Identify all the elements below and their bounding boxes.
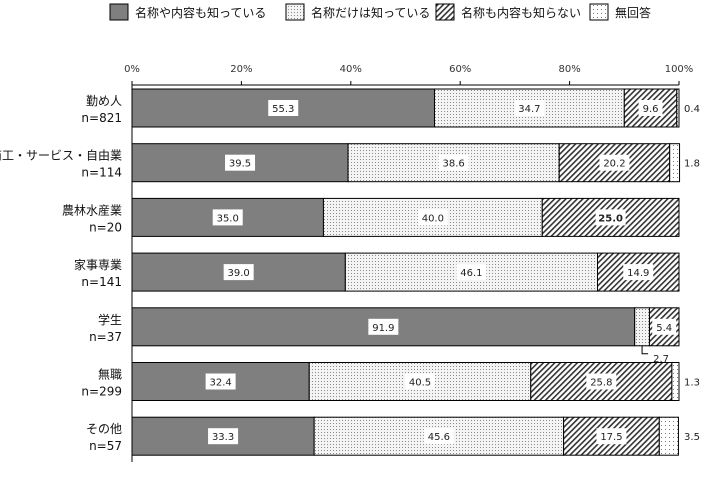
legend-swatch-1: [109, 3, 129, 21]
data-label-bg: [208, 428, 239, 445]
data-label: 40.0: [422, 213, 444, 224]
legend-label-4: 無回答: [615, 5, 651, 20]
data-label: 14.9: [627, 268, 649, 279]
data-label-bg: [438, 154, 469, 171]
category-label: 学生: [98, 312, 122, 327]
data-label-bg: [404, 373, 435, 390]
x-tick-label: 80%: [558, 64, 580, 75]
category-count: n=141: [81, 275, 122, 289]
data-label: 35.0: [217, 213, 239, 224]
category-count: n=20: [89, 220, 122, 234]
data-label-bg: [638, 100, 663, 116]
data-label-bg: [652, 318, 677, 335]
data-label: 32.4: [209, 378, 231, 389]
category-count: n=299: [81, 385, 122, 399]
category-count: n=821: [81, 111, 122, 125]
legend-swatch-4: [589, 3, 609, 21]
category-label: 勤め人: [86, 94, 122, 108]
data-label-bg: [586, 373, 617, 390]
category-count: n=37: [89, 330, 122, 344]
data-label-bg: [595, 209, 626, 226]
data-label-bg: [268, 100, 299, 116]
data-label-bg: [423, 428, 454, 445]
data-label-bg: [417, 209, 448, 226]
legend-swatch-3: [435, 3, 455, 21]
data-label: 46.1: [460, 268, 482, 279]
bar-segment: [658, 416, 679, 456]
data-label-bg: [368, 318, 399, 335]
data-label: 1.3: [684, 378, 700, 389]
legend-label-3: 名称も内容も知らない: [461, 5, 581, 20]
data-label: 34.7: [518, 104, 540, 115]
data-label: 38.6: [443, 159, 465, 170]
bars: 55.3 34.7 9.6 0.4 39.5 38.6 20.2 1.8 35.0 40.0 25.…: [131, 88, 700, 456]
data-label-bg: [212, 209, 243, 226]
leader-line: [641, 345, 649, 355]
category-label: 商工・サービス・自由業: [0, 148, 122, 163]
category-label: その他: [86, 422, 122, 436]
category-count: n=114: [81, 166, 122, 180]
category-label: 農林水産業: [62, 202, 122, 217]
bar-segment: [671, 362, 680, 401]
category-label: 無職: [98, 367, 122, 382]
x-tick-label: 0%: [124, 64, 140, 75]
legend-label-1: 名称や内容も知っている: [135, 5, 266, 20]
legend: 名称や内容も知っている 名称だけは知っている 名称も内容も知らない 無回答: [109, 3, 651, 21]
data-label: 20.2: [603, 159, 625, 170]
data-label-bg: [596, 428, 627, 445]
x-tick-label: 40%: [340, 64, 362, 75]
data-label: 45.6: [428, 432, 450, 443]
data-label: 55.3: [272, 104, 294, 115]
data-label: 91.9: [372, 323, 394, 334]
category-label: 家事専業: [74, 257, 122, 272]
data-label: 25.8: [590, 378, 612, 389]
data-label-bg: [514, 100, 545, 116]
data-label-bg: [456, 264, 487, 281]
x-tick-label: 100%: [665, 64, 694, 75]
data-label: 39.5: [229, 159, 251, 170]
data-label-bg: [225, 154, 256, 171]
legend-label-2: 名称だけは知っている: [311, 5, 430, 20]
data-label: 0.4: [684, 104, 700, 115]
data-label-bg: [223, 264, 254, 281]
bar-segment: [634, 307, 650, 347]
data-label: 17.5: [600, 432, 622, 443]
x-tick-label: 60%: [449, 64, 471, 75]
data-label: 40.5: [409, 378, 431, 389]
legend-swatch-2: [285, 3, 305, 21]
data-label: 1.8: [684, 159, 700, 170]
data-label: 39.0: [228, 268, 250, 279]
category-count: n=57: [89, 439, 122, 453]
data-label-bg: [623, 264, 654, 281]
data-label: 2.7: [653, 354, 669, 365]
bar-segment: [596, 252, 680, 292]
bar-segment: [669, 143, 681, 183]
data-label-bg: [205, 373, 236, 390]
data-label: 33.3: [212, 432, 234, 443]
category-labels: 勤め人 n=821 商工・サービス・自由業 n=114 農林水産業 n=20 家事専業 n=1…: [0, 94, 122, 453]
bar-segment: [676, 88, 680, 128]
data-label: 5.4: [656, 323, 672, 334]
data-label: 9.6: [643, 104, 659, 115]
data-label: 25.0: [598, 213, 623, 224]
data-label-bg: [599, 154, 630, 171]
x-tick-label: 20%: [230, 64, 252, 75]
data-label: 3.5: [684, 432, 700, 443]
